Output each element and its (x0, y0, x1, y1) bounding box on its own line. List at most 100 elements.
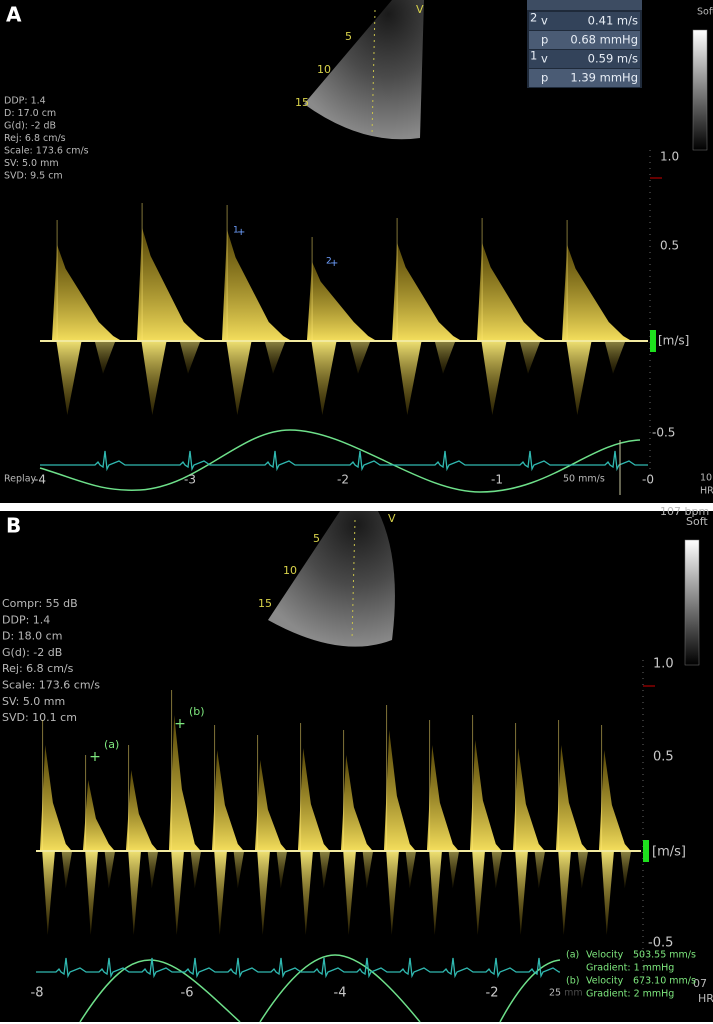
spectral-envelope (212, 750, 243, 850)
spectral-reverse (94, 340, 116, 374)
measurement-index: 1 (530, 49, 537, 63)
box-row (529, 12, 640, 30)
measurement-reading: 1.39 mmHg (570, 71, 638, 85)
spectral-reverse (620, 850, 632, 889)
time-label: -2 (486, 986, 499, 1001)
scale-label: 0.5 (660, 239, 679, 253)
time-label: -4 (334, 986, 347, 1001)
echo-sector (268, 511, 395, 647)
setting: SVD: 9.5 cm (4, 171, 63, 182)
ecg-trace (40, 450, 648, 472)
panel-b: B V 5 10 15 107 bpm Soft 07 HR Compr: 55… (0, 505, 713, 1023)
settings: Compr: 55 dB DDP: 1.4 D: 18.0 cm G(d): -2 d… (2, 597, 100, 724)
spectral-reverse (481, 340, 507, 415)
spectral-reverse (214, 850, 228, 935)
spectral-reverse (491, 850, 503, 889)
results-background (562, 945, 642, 1011)
spectral-reverse (396, 340, 422, 415)
spectral-reverse (448, 850, 460, 889)
spectral-envelope (255, 760, 286, 850)
spectral-envelope (470, 740, 501, 850)
spectral-reverse (319, 850, 331, 889)
results-box: (a) Velocity 503.55 mm/s Gradient: 1 mmH… (562, 945, 696, 1011)
spectral-reverse (147, 850, 159, 889)
setting: Rej: 6.8 cm/s (4, 133, 66, 144)
spectral-envelope (599, 750, 630, 850)
setting: SV: 5.0 mm (4, 158, 59, 169)
scale-label: 1.0 (653, 657, 674, 672)
spectral-reverse (141, 340, 167, 415)
scale-unit: [m/s] (652, 845, 686, 860)
spectral-envelope (126, 770, 157, 850)
spectral-envelope (427, 745, 458, 850)
spectral-envelope (556, 745, 587, 850)
box-row (529, 31, 640, 49)
spectral-envelope (341, 755, 372, 850)
marker-cross: + (89, 749, 101, 765)
scale-label: 1.0 (660, 150, 679, 164)
panel-label: B (6, 514, 21, 538)
scale-unit: [m/s] (658, 334, 689, 348)
view-marker: V (416, 3, 424, 16)
spectral-envelope (392, 243, 460, 340)
result-gradient: Gradient: 1 mmHg (586, 963, 674, 974)
box-row (529, 69, 640, 87)
time-label: -1 (491, 473, 503, 487)
gray-scale-bar (684, 539, 700, 666)
setting: Scale: 173.6 cm/s (4, 146, 89, 157)
setting: SV: 5.0 mm (2, 695, 65, 708)
measurement-symbol: v (541, 14, 548, 28)
panel-label: A (6, 3, 22, 27)
setting: Compr: 55 dB (2, 597, 78, 610)
preset-label: Soft (686, 515, 708, 528)
spectral-reverse (472, 850, 486, 935)
respiration-trace (39, 429, 641, 493)
spectral-envelope (222, 230, 290, 340)
spectral-reverse (405, 850, 417, 889)
measurement-reading: 0.59 m/s (588, 52, 638, 66)
echo-sector (304, 0, 424, 140)
measurement-reading: 0.41 m/s (588, 14, 638, 28)
spectral-envelope (307, 262, 375, 340)
result-value: 503.55 mm/s (633, 950, 696, 961)
result-label: Velocity (586, 950, 624, 961)
measurement-symbol: p (541, 71, 548, 85)
marker-cross: + (330, 258, 338, 269)
measurement-symbol: v (541, 52, 548, 66)
spectral-envelope (40, 745, 71, 850)
setting: SVD: 10.1 cm (2, 711, 77, 724)
scale-label: -0.5 (652, 426, 675, 440)
baseline-marker (643, 840, 649, 862)
spectral-reverse (386, 850, 400, 935)
spectral-reverse (233, 850, 245, 889)
corner-label: 07 (693, 977, 707, 990)
spectral-reverse (171, 850, 185, 935)
heart-rate: 107 bpm (660, 505, 709, 518)
mode-label: Replay (4, 474, 37, 485)
spectral-reverse (558, 850, 572, 935)
scale-label: -0.5 (648, 936, 673, 951)
setting: DDP: 1.4 (4, 96, 46, 107)
result-marker: (a) (566, 950, 579, 961)
time-label: -3 (184, 473, 196, 487)
setting: D: 17.0 cm (4, 108, 56, 119)
spectral-reverse (264, 340, 286, 374)
measurement-marker: (a) (104, 738, 119, 751)
baseline-marker (650, 330, 656, 352)
spectral-reverse (343, 850, 357, 935)
spectral-envelope (169, 715, 200, 850)
result-gradient: Gradient: 2 mmHg (586, 989, 674, 1000)
spectral-reverse (104, 850, 116, 889)
scale-label: 0.5 (653, 750, 674, 765)
depth-label: 5 (345, 30, 352, 43)
spectral-reverse (257, 850, 271, 935)
spectral-reverse (519, 340, 541, 374)
depth-label: 10 (283, 564, 297, 577)
spectral-reverse (434, 340, 456, 374)
setting: G(d): -2 dB (4, 121, 56, 132)
time-label: -2 (337, 473, 349, 487)
depth-label: 15 (295, 96, 309, 109)
spectral-reverse (190, 850, 202, 889)
